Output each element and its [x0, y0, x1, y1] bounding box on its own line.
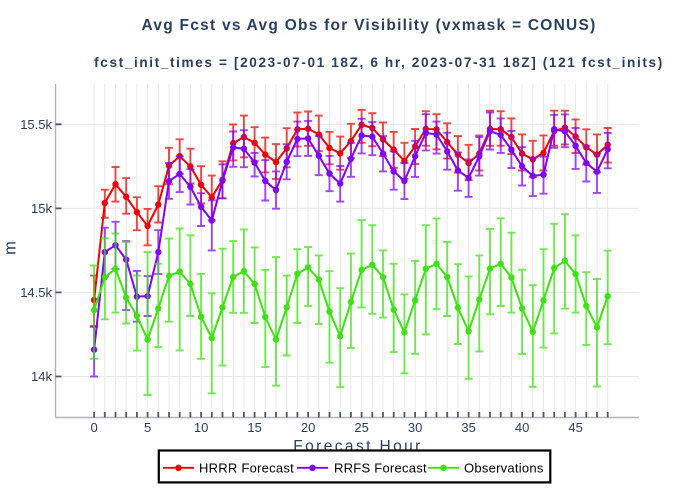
svg-text:40: 40 [515, 420, 529, 435]
svg-text:14k: 14k [31, 369, 52, 384]
svg-text:RRFS Forecast: RRFS Forecast [334, 460, 427, 475]
svg-text:15: 15 [247, 420, 261, 435]
svg-text:20: 20 [301, 420, 315, 435]
svg-text:0: 0 [90, 420, 97, 435]
svg-text:30: 30 [408, 420, 422, 435]
svg-text:fcst_init_times = [2023-07-01: fcst_init_times = [2023-07-01 18Z, 6 hr,… [94, 55, 664, 70]
svg-text:Avg Fcst vs Avg Obs for Visibi: Avg Fcst vs Avg Obs for Visibility (vxma… [142, 17, 597, 34]
svg-text:15k: 15k [31, 201, 52, 216]
svg-text:HRRR Forecast: HRRR Forecast [199, 460, 294, 475]
svg-text:25: 25 [354, 420, 368, 435]
svg-text:5: 5 [144, 420, 151, 435]
svg-text:35: 35 [461, 420, 475, 435]
svg-text:15.5k: 15.5k [20, 117, 52, 132]
svg-text:Observations: Observations [464, 460, 544, 475]
svg-text:m: m [1, 241, 19, 255]
svg-text:10: 10 [194, 420, 208, 435]
svg-text:45: 45 [568, 420, 582, 435]
svg-text:14.5k: 14.5k [20, 285, 52, 300]
